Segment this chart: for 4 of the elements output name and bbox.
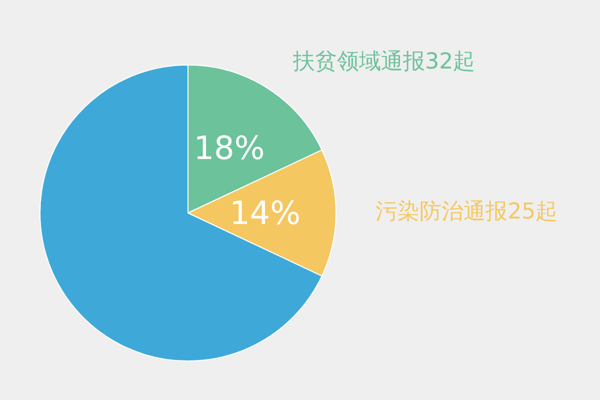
- slice-label: 扶贫领域通报32起: [292, 50, 476, 75]
- data-label: 18%: [194, 128, 265, 167]
- slice-label: 污染防治通报25起: [376, 200, 558, 224]
- data-label: 14%: [229, 194, 301, 232]
